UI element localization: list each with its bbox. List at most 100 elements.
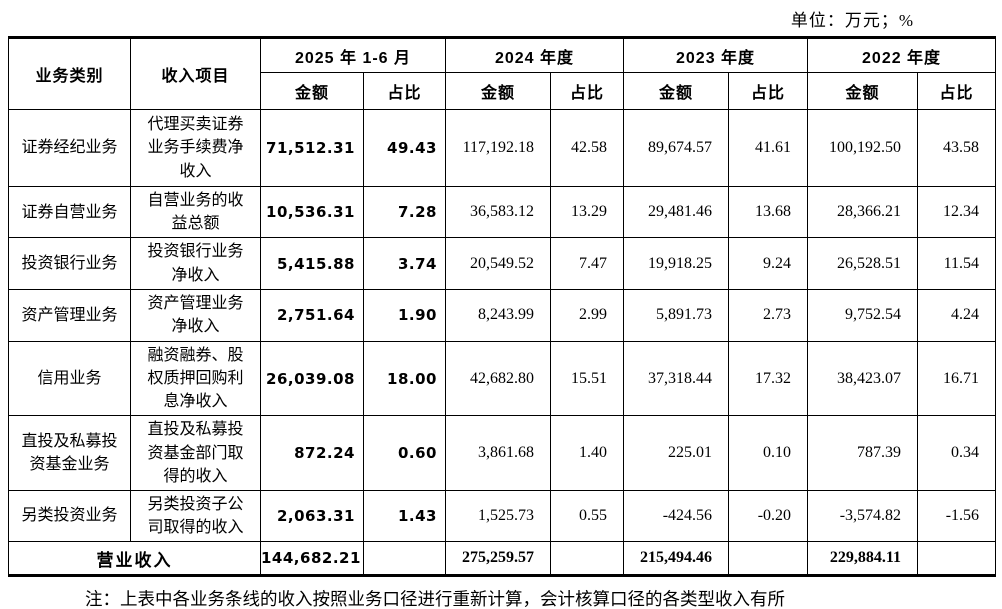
header-amount-2023: 金额 bbox=[623, 72, 730, 110]
ratio-2024-cell: 7.47 bbox=[549, 237, 625, 290]
item-cell: 投资银行业务净收入 bbox=[130, 237, 261, 290]
ratio-2023-cell: 0.10 bbox=[728, 415, 809, 491]
header-amount-2024: 金额 bbox=[445, 72, 551, 110]
amount-2022-cell: 26,528.51 bbox=[807, 237, 919, 290]
amount-2024-cell: 117,192.18 bbox=[445, 109, 551, 187]
amount-2022-cell: -3,574.82 bbox=[807, 489, 919, 543]
amount-2024-cell: 8,243.99 bbox=[445, 288, 551, 342]
amount-2023-cell: 37,318.44 bbox=[623, 340, 730, 417]
ratio-2022-cell: 0.34 bbox=[917, 415, 997, 491]
header-row-periods: 业务类别 收入项目 2025 年 1-6 月 2024 年度 2023 年度 2… bbox=[8, 37, 997, 110]
revenue-by-segment-table: 业务类别 收入项目 2025 年 1-6 月 2024 年度 2023 年度 2… bbox=[8, 36, 997, 578]
amount-2023-cell: 89,674.57 bbox=[623, 109, 730, 187]
amount-2024-cell: 42,682.80 bbox=[445, 340, 551, 417]
total-ratio-2025h1-cell bbox=[363, 541, 446, 577]
ratio-2023-cell: 2.73 bbox=[728, 288, 809, 342]
amount-2022-cell: 9,752.54 bbox=[807, 288, 919, 342]
amount-2022-cell: 787.39 bbox=[807, 415, 919, 491]
ratio-2024-cell: 42.58 bbox=[549, 109, 625, 187]
item-cell: 直投及私募投资基金部门取得的收入 bbox=[130, 415, 261, 491]
ratio-2025h1-cell: 49.43 bbox=[363, 109, 446, 187]
ratio-2023-cell: -0.20 bbox=[728, 489, 809, 543]
ratio-2025h1-cell: 0.60 bbox=[363, 415, 446, 491]
business-cell: 信用业务 bbox=[8, 340, 131, 417]
amount-2023-cell: 29,481.46 bbox=[623, 185, 730, 239]
table-row: 投资银行业务 投资银行业务净收入 5,415.88 3.74 20,549.52… bbox=[8, 237, 997, 290]
unit-label: 单位：万元；% bbox=[790, 11, 914, 30]
header-amount-2025h1: 金额 bbox=[260, 72, 364, 110]
amount-2025h1-cell: 872.24 bbox=[260, 415, 364, 491]
ratio-2024-cell: 1.40 bbox=[549, 415, 625, 491]
header-ratio-2025h1: 占比 bbox=[363, 72, 446, 110]
footnote: 注：上表中各业务条线的收入按照业务口径进行重新计算，会计核算口径的各类型收入有所… bbox=[85, 586, 925, 609]
item-cell: 自营业务的收益总额 bbox=[130, 185, 261, 239]
business-cell: 资产管理业务 bbox=[8, 288, 131, 342]
amount-2025h1-cell: 5,415.88 bbox=[260, 237, 364, 290]
ratio-2023-cell: 17.32 bbox=[728, 340, 809, 417]
header-business-category: 业务类别 bbox=[8, 37, 131, 110]
ratio-2024-cell: 2.99 bbox=[549, 288, 625, 342]
business-cell: 投资银行业务 bbox=[8, 237, 131, 290]
ratio-2023-cell: 41.61 bbox=[728, 109, 809, 187]
total-amount-2024-cell: 275,259.57 bbox=[445, 541, 551, 577]
ratio-2025h1-cell: 3.74 bbox=[363, 237, 446, 290]
ratio-2024-cell: 15.51 bbox=[549, 340, 625, 417]
item-cell: 融资融券、股权质押回购利息净收入 bbox=[130, 340, 261, 417]
table-row: 另类投资业务 另类投资子公司取得的收入 2,063.31 1.43 1,525.… bbox=[8, 489, 997, 543]
amount-2025h1-cell: 71,512.31 bbox=[260, 109, 364, 187]
business-cell: 直投及私募投资基金业务 bbox=[8, 415, 131, 491]
amount-2024-cell: 36,583.12 bbox=[445, 185, 551, 239]
amount-2023-cell: -424.56 bbox=[623, 489, 730, 543]
footnote-line-1: 注：上表中各业务条线的收入按照业务口径进行重新计算，会计核算口径的各类型收入有所 bbox=[85, 589, 785, 609]
total-amount-2022-cell: 229,884.11 bbox=[807, 541, 919, 577]
ratio-2022-cell: 16.71 bbox=[917, 340, 997, 417]
amount-2023-cell: 5,891.73 bbox=[623, 288, 730, 342]
total-ratio-2024-cell bbox=[549, 541, 625, 577]
ratio-2022-cell: 4.24 bbox=[917, 288, 997, 342]
ratio-2022-cell: 43.58 bbox=[917, 109, 997, 187]
business-cell: 证券自营业务 bbox=[8, 185, 131, 239]
amount-2024-cell: 1,525.73 bbox=[445, 489, 551, 543]
header-amount-2022: 金额 bbox=[807, 72, 919, 110]
amount-2025h1-cell: 10,536.31 bbox=[260, 185, 364, 239]
header-period-2024: 2024 年度 bbox=[444, 37, 625, 73]
amount-2023-cell: 19,918.25 bbox=[623, 237, 730, 290]
table-row: 信用业务 融资融券、股权质押回购利息净收入 26,039.08 18.00 42… bbox=[8, 340, 997, 417]
table-row: 资产管理业务 资产管理业务净收入 2,751.64 1.90 8,243.99 … bbox=[8, 288, 997, 342]
amount-2022-cell: 28,366.21 bbox=[807, 185, 919, 239]
total-amount-2023-cell: 215,494.46 bbox=[623, 541, 730, 577]
ratio-2024-cell: 13.29 bbox=[549, 185, 625, 239]
amount-2024-cell: 3,861.68 bbox=[445, 415, 551, 491]
ratio-2022-cell: 12.34 bbox=[917, 185, 997, 239]
item-cell: 另类投资子公司取得的收入 bbox=[130, 489, 261, 543]
ratio-2025h1-cell: 1.90 bbox=[363, 288, 446, 342]
table-row: 证券自营业务 自营业务的收益总额 10,536.31 7.28 36,583.1… bbox=[8, 185, 997, 239]
amount-2022-cell: 100,192.50 bbox=[807, 109, 919, 187]
item-cell: 资产管理业务净收入 bbox=[130, 288, 261, 342]
ratio-2023-cell: 9.24 bbox=[728, 237, 809, 290]
item-cell: 代理买卖证券业务手续费净收入 bbox=[130, 109, 261, 187]
ratio-2022-cell: -1.56 bbox=[917, 489, 997, 543]
header-period-2025h1: 2025 年 1-6 月 bbox=[260, 37, 446, 73]
header-period-2022: 2022 年度 bbox=[807, 37, 997, 73]
table-row: 证券经纪业务 代理买卖证券业务手续费净收入 71,512.31 49.43 11… bbox=[8, 109, 997, 187]
total-ratio-2023-cell bbox=[728, 541, 809, 577]
amount-2023-cell: 225.01 bbox=[623, 415, 730, 491]
amount-2025h1-cell: 2,751.64 bbox=[260, 288, 364, 342]
total-amount-2025h1-cell: 144,682.21 bbox=[260, 541, 364, 577]
total-label: 营业收入 bbox=[8, 541, 261, 577]
total-row: 营业收入 144,682.21 275,259.57 215,494.46 22… bbox=[8, 541, 997, 577]
ratio-2025h1-cell: 18.00 bbox=[363, 340, 446, 417]
header-ratio-2023: 占比 bbox=[728, 72, 809, 110]
header-row-measures: 金额 占比 金额 占比 金额 占比 金额 占比 bbox=[9, 72, 997, 110]
amount-2024-cell: 20,549.52 bbox=[445, 237, 551, 290]
ratio-2024-cell: 0.55 bbox=[549, 489, 625, 543]
business-cell: 证券经纪业务 bbox=[8, 109, 131, 187]
ratio-2025h1-cell: 7.28 bbox=[363, 185, 446, 239]
header-ratio-2022: 占比 bbox=[917, 72, 997, 110]
ratio-2023-cell: 13.68 bbox=[728, 185, 809, 239]
amount-2022-cell: 38,423.07 bbox=[807, 340, 919, 417]
ratio-2025h1-cell: 1.43 bbox=[363, 489, 446, 543]
business-cell: 另类投资业务 bbox=[8, 489, 131, 543]
